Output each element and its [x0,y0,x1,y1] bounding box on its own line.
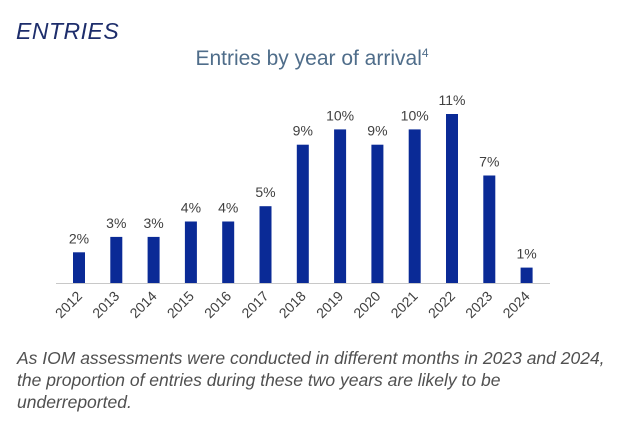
data-label: 9% [293,123,313,139]
x-tick-label: 2018 [276,288,309,321]
x-tick-label: 2019 [313,288,346,321]
section-title: ENTRIES [16,18,120,44]
data-label: 9% [367,123,387,139]
x-tick-label: 2016 [201,288,234,321]
x-tick-label: 2023 [462,288,495,321]
x-tick-label: 2012 [52,288,85,321]
bar [259,206,272,283]
bar [110,236,123,283]
bar [371,144,384,283]
bar [446,114,458,283]
bar [184,221,197,283]
bar [296,144,309,283]
x-tick-label: 2013 [89,288,122,321]
chart-title: Entries by year of arrival4 [0,46,624,71]
bar [334,129,347,283]
x-tick-label: 2014 [126,288,159,321]
data-label: 3% [143,215,163,231]
data-label: 4% [218,200,238,216]
x-tick-label: 2015 [164,288,197,321]
bar [222,221,235,283]
data-label: 2% [69,230,89,246]
chart-title-text: Entries by year of arrival [195,47,422,70]
x-tick-label: 2021 [387,288,420,321]
x-tick-label: 2024 [499,288,532,321]
x-tick-label: 2022 [425,288,458,321]
x-tick-label: 2017 [238,288,271,321]
chart-title-footnote-marker: 4 [421,46,429,60]
bar [520,267,533,283]
footnote-text: As IOM assessments were conducted in dif… [17,348,605,412]
bar [408,129,421,283]
bar [147,236,160,283]
bar-chart: 2% 2012 3% 2013 3% 2014 4% 2015 4% 2016 5% 2017 9% 20… [52,92,550,321]
data-label: 10% [326,107,354,123]
bar [483,175,496,283]
data-label: 1% [516,246,536,262]
data-label: 3% [106,215,126,231]
data-label: 11% [439,92,466,108]
data-label: 5% [255,184,275,200]
bar [73,252,85,283]
data-label: 7% [479,154,499,170]
data-label: 4% [181,200,201,216]
x-tick-label: 2020 [350,288,383,321]
data-label: 10% [401,107,429,123]
